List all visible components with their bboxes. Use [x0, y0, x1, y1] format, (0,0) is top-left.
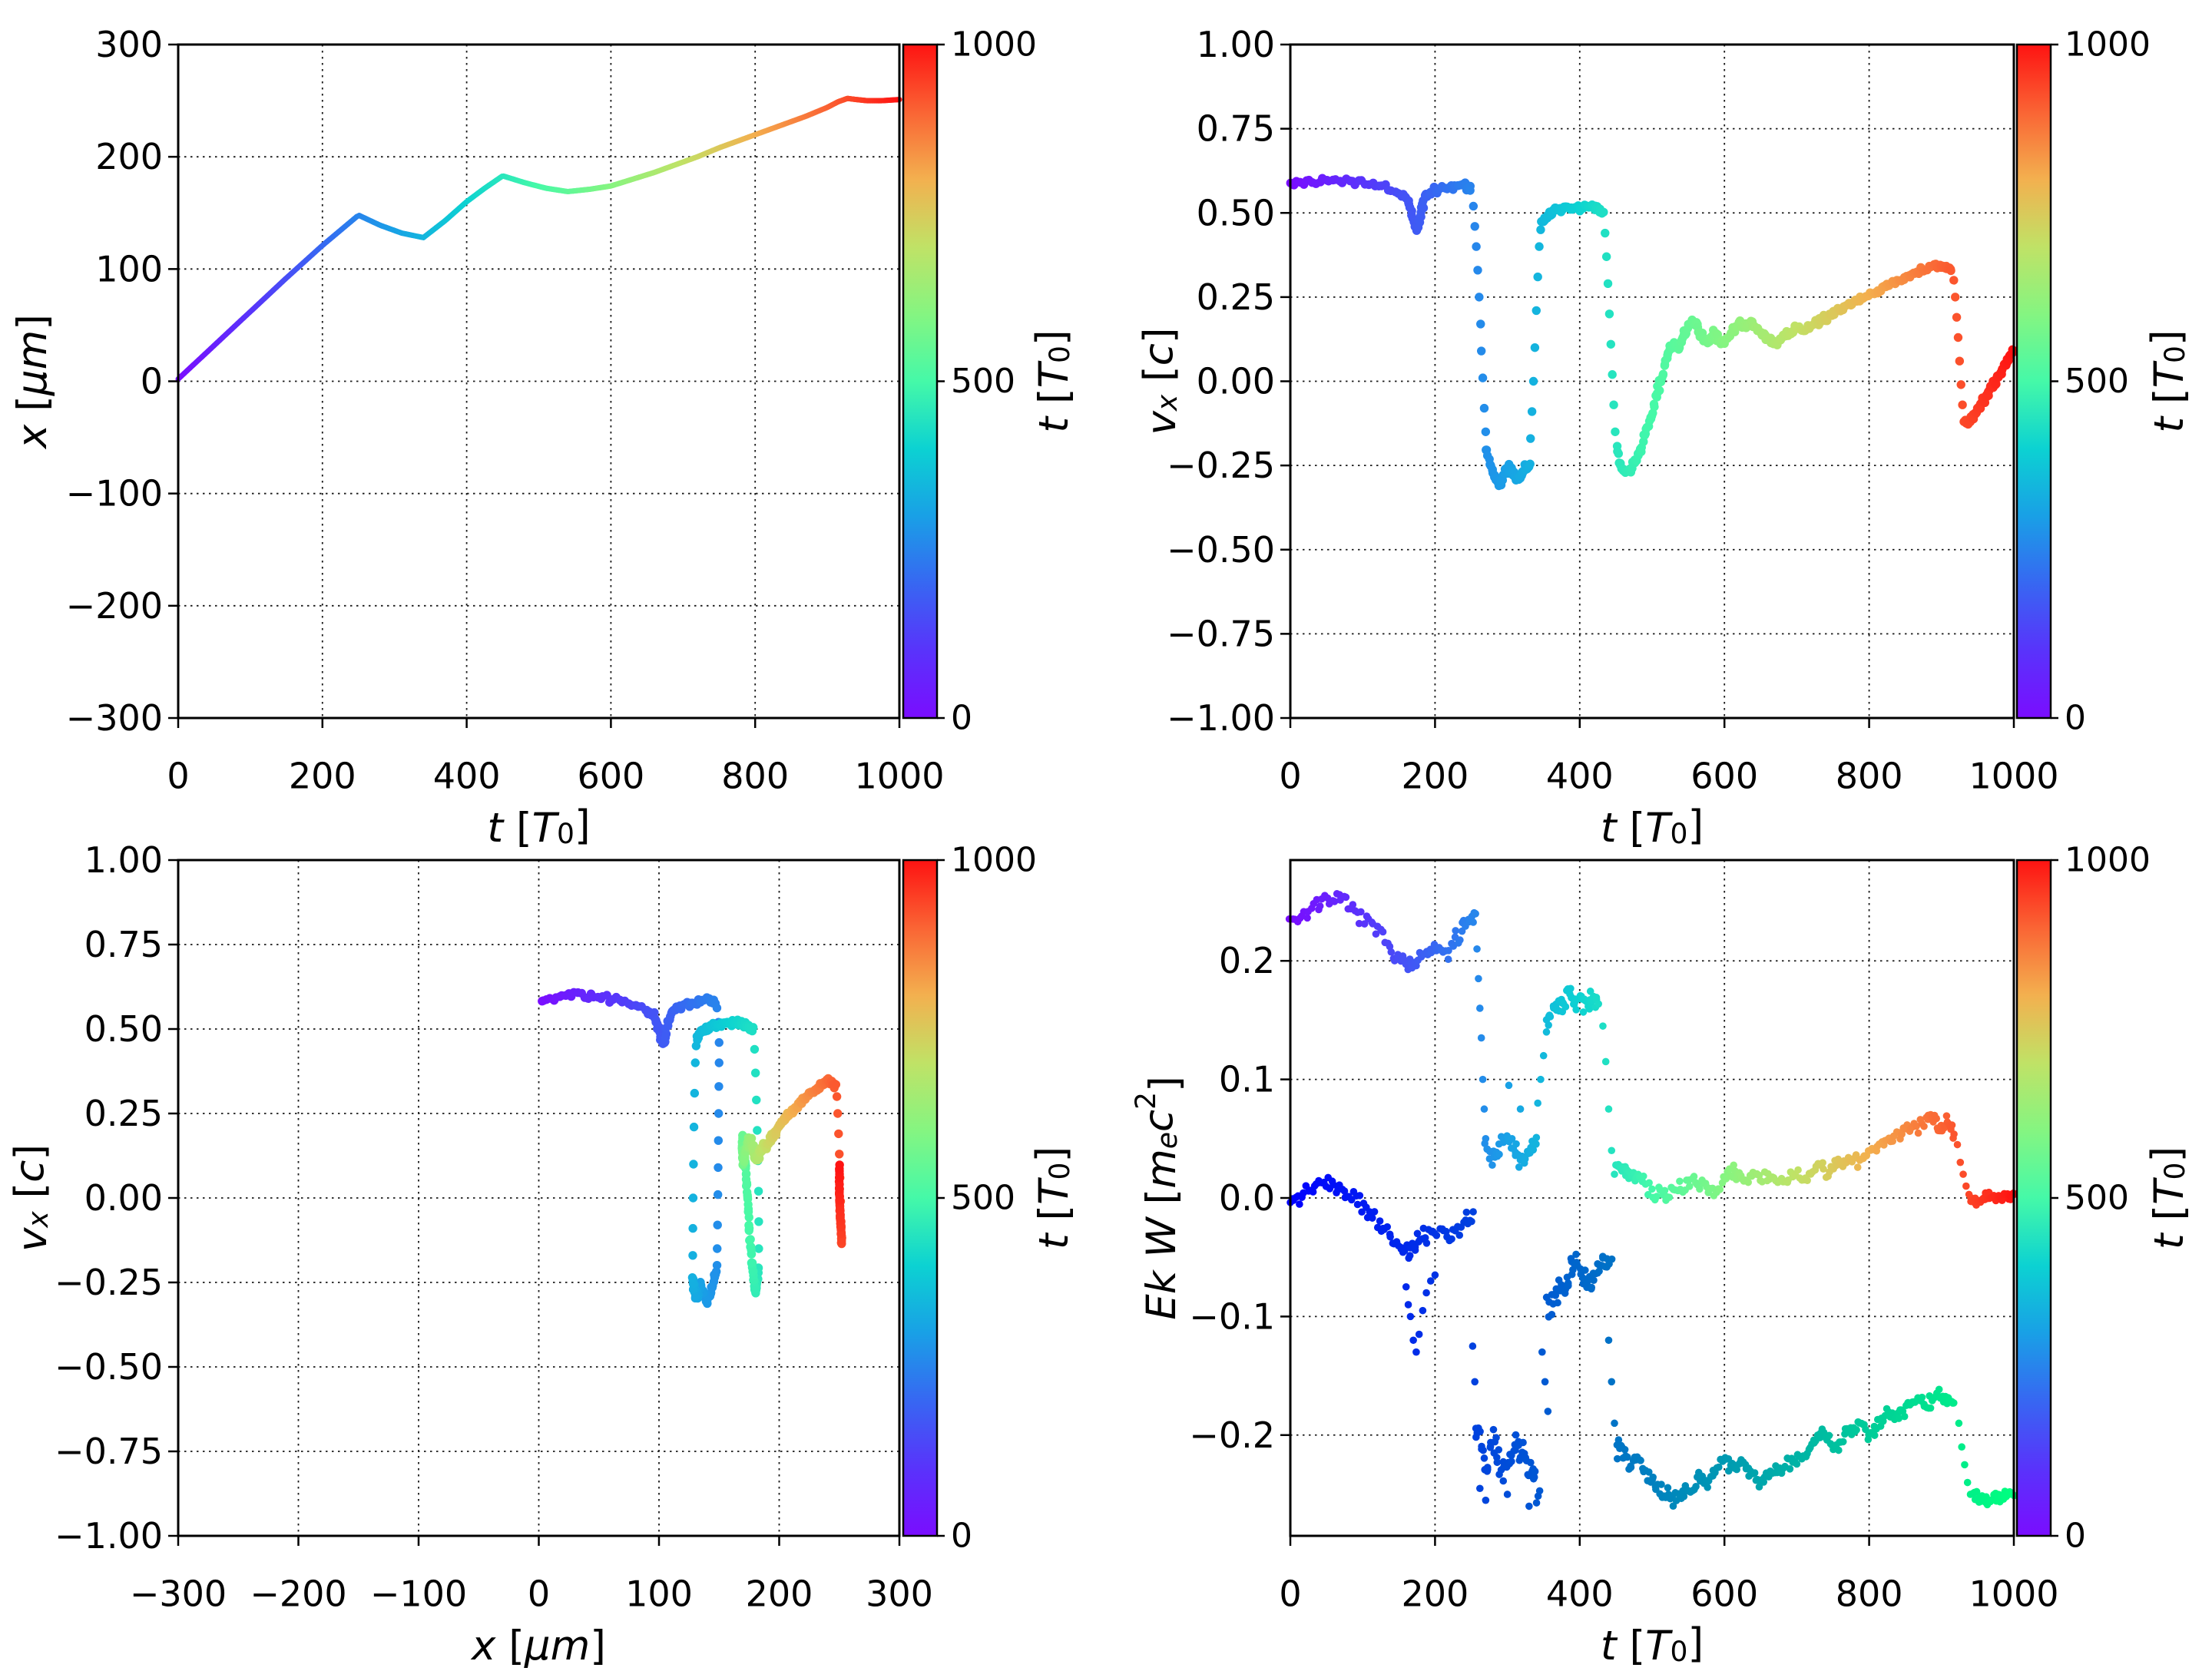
y-axis-label: vx [c]: [6, 1144, 56, 1252]
x-tick-label: 800: [721, 755, 789, 796]
colorbar-tick-label: 1000: [2065, 25, 2151, 65]
series: [1286, 174, 2019, 491]
x-axis-label: x [μm]: [470, 1623, 606, 1669]
colorbar: 0 500 1000 t [T0]: [902, 25, 1078, 738]
colorbar: 0 500 1000 t [T0]: [902, 841, 1078, 1556]
colorbar-tick-label: 500: [2065, 362, 2129, 401]
colorbar-tick-label: 1000: [951, 841, 1037, 880]
x-axis-label: t [T0]: [1601, 1620, 1704, 1669]
colorbar-tick-label: 1000: [951, 25, 1037, 65]
colorbar-label: t [T0]: [2143, 329, 2193, 432]
y-tick-label: −1.00: [55, 1515, 163, 1557]
y-tick-label: −100: [66, 473, 163, 515]
x-tick-label: 0: [1279, 755, 1301, 796]
y-tick-label: −0.50: [55, 1346, 163, 1388]
colorbar-tick-label: 500: [951, 362, 1015, 401]
colorbar-tick-label: 1000: [2065, 841, 2151, 880]
x-tick-label: 800: [1836, 1573, 1903, 1614]
y-tick-label: −0.25: [55, 1262, 163, 1303]
colorbar: 0 500 1000 t [T0]: [2015, 841, 2193, 1556]
colorbar-tick-label: 0: [2065, 1517, 2086, 1556]
x-tick-label: 100: [625, 1573, 693, 1614]
x-tick-label: 200: [289, 755, 356, 796]
x-tick-label: 600: [577, 755, 644, 796]
colorbar-tick-label: 500: [2065, 1179, 2129, 1218]
tick-labels: 0 200 400 600 800 1000 0.2 0.1 0.0 −0.1 −0.2: [1189, 940, 2058, 1614]
x-tick-label: 1000: [1969, 1573, 2058, 1614]
y-tick-label: −0.2: [1189, 1415, 1275, 1456]
y-tick-label: 0.25: [84, 1093, 163, 1134]
colorbar-tick-label: 0: [2065, 699, 2086, 738]
subplot-vx-vs-x: −300 −200 −100 0 100 200 300 1.00 0.75 0.50 0.25 0.…: [6, 839, 1078, 1669]
x-tick-label: 0: [528, 1573, 550, 1614]
x-tick-label: −200: [250, 1573, 346, 1614]
y-tick-label: −0.75: [1167, 613, 1275, 654]
tick-labels: −300 −200 −100 0 100 200 300 1.00 0.75 0.50 0.25 0.…: [55, 839, 933, 1614]
colorbar-label: t [T0]: [1028, 329, 1078, 432]
y-tick-label: 0.75: [1197, 108, 1275, 150]
x-tick-label: 1000: [1969, 755, 2058, 796]
x-tick-label: 200: [1401, 1573, 1469, 1614]
subplot-energy-work-vs-t: 0 200 400 600 800 1000 0.2 0.1 0.0 −0.1 −0.2 t [T0]…: [1131, 841, 2193, 1669]
y-axis-label: x [μm]: [9, 314, 56, 450]
y-tick-label: 1.00: [84, 839, 163, 881]
x-tick-label: 300: [866, 1573, 933, 1614]
x-tick-label: 400: [433, 755, 501, 796]
colorbar-tick-label: 0: [951, 699, 972, 738]
colorbar: 0 500 1000 t [T0]: [2015, 25, 2193, 738]
x-tick-label: −100: [370, 1573, 467, 1614]
y-tick-label: −0.1: [1189, 1295, 1275, 1337]
x-tick-label: 600: [1690, 755, 1758, 796]
series: [175, 95, 902, 382]
y-tick-label: 0.50: [1197, 192, 1275, 233]
tick-labels: 0 200 400 600 800 1000 1.00 0.75 0.50 0.25 0.00 −0.…: [1167, 24, 2059, 796]
subplot-x-vs-t: 0 200 400 600 800 10003002001000−100−200−300t…: [9, 24, 1078, 852]
y-axis-label: vx [c]: [1135, 327, 1185, 435]
y-tick-label: −1.00: [1167, 697, 1275, 739]
y-tick-label: 0.25: [1197, 276, 1275, 318]
y-tick-label: 0.0: [1219, 1177, 1275, 1219]
x-tick-label: 0: [167, 755, 189, 796]
x-tick-label: 1000: [854, 755, 944, 796]
colorbar-tick-label: 0: [951, 1517, 972, 1556]
y-tick-label: 100: [95, 248, 163, 290]
x-tick-label: 600: [1690, 1573, 1758, 1614]
y-tick-label: 0.1: [1219, 1059, 1275, 1100]
colorbar-tick-label: 500: [951, 1179, 1015, 1218]
y-tick-label: −0.25: [1167, 445, 1275, 486]
y-tick-label: 0.50: [84, 1008, 163, 1050]
x-axis-label: t [T0]: [1601, 802, 1704, 852]
y-tick-label: 0.00: [1197, 361, 1275, 402]
subplot-vx-vs-t: 0 200 400 600 800 1000 1.00 0.75 0.50 0.25 0.00 −0.…: [1135, 24, 2193, 852]
x-tick-label: 0: [1279, 1573, 1301, 1614]
x-tick-label: 400: [1546, 1573, 1614, 1614]
y-axis-label: Ek W [mec2]: [1131, 1076, 1188, 1320]
x-tick-label: 800: [1836, 755, 1903, 796]
x-axis-label: t [T0]: [487, 802, 590, 852]
series: [538, 988, 846, 1309]
y-tick-label: −0.75: [55, 1431, 163, 1472]
y-tick-label: 1.00: [1197, 24, 1275, 65]
x-tick-label: −300: [130, 1573, 227, 1614]
y-tick-label: −300: [66, 697, 163, 739]
y-tick-label: −0.50: [1167, 529, 1275, 571]
y-tick-label: 0.75: [84, 924, 163, 965]
colorbar-label: t [T0]: [1028, 1147, 1078, 1249]
series: [1285, 890, 2018, 1511]
y-tick-label: 0: [141, 361, 163, 402]
x-tick-label: 200: [1401, 755, 1469, 796]
y-tick-label: −200: [66, 585, 163, 627]
y-tick-label: 0.2: [1219, 940, 1275, 981]
x-tick-label: 400: [1546, 755, 1614, 796]
y-tick-label: 200: [95, 136, 163, 177]
y-tick-label: 300: [95, 24, 163, 65]
x-tick-label: 200: [746, 1573, 813, 1614]
y-tick-label: 0.00: [84, 1177, 163, 1219]
colorbar-label: t [T0]: [2143, 1147, 2193, 1249]
